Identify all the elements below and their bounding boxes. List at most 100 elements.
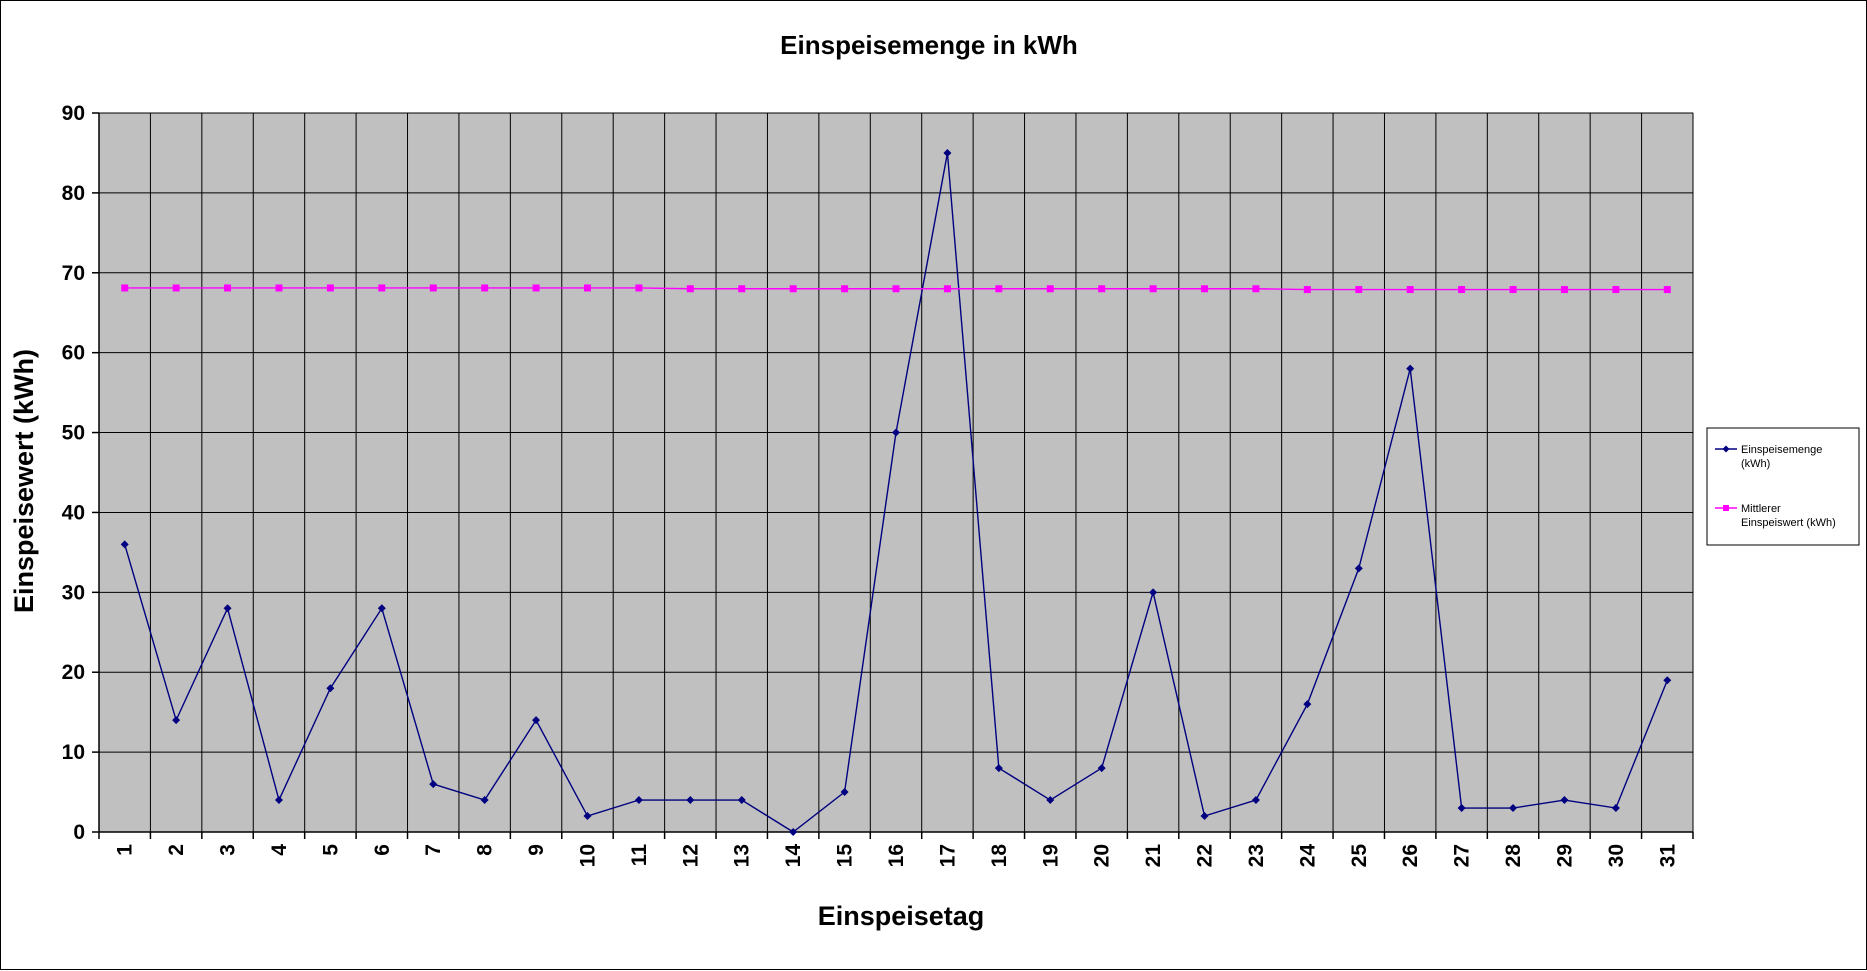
data-point (1149, 588, 1158, 597)
data-point (172, 716, 181, 725)
x-tick-label: 17 (936, 844, 959, 867)
data-point (943, 285, 951, 293)
data-point (892, 285, 900, 293)
x-tick-label: 11 (628, 844, 651, 867)
data-point (583, 284, 591, 292)
data-point (1560, 286, 1568, 294)
data-point (1046, 796, 1055, 805)
data-point (1251, 796, 1260, 805)
x-tick-label: 14 (782, 844, 805, 868)
x-tick-label: 12 (679, 844, 702, 867)
data-point (635, 284, 643, 292)
data-point (275, 284, 283, 292)
y-tick-label: 20 (62, 661, 85, 684)
legend-swatch-marker (1722, 445, 1730, 453)
data-point (1457, 804, 1466, 813)
data-point (737, 796, 746, 805)
data-point (223, 604, 232, 613)
data-point (274, 796, 283, 805)
data-point (120, 540, 129, 549)
data-point (686, 796, 695, 805)
data-point (686, 285, 694, 293)
x-tick-label: 2 (165, 844, 188, 856)
legend-swatch-marker (1723, 505, 1729, 511)
data-point (738, 285, 746, 293)
y-tick-label: 40 (62, 501, 85, 524)
data-point (840, 788, 849, 797)
data-point (995, 285, 1003, 293)
x-tick-label: 16 (885, 844, 908, 867)
x-tick-label: 8 (474, 844, 497, 856)
legend-label: Mittlerer (1741, 503, 1781, 515)
data-point (1201, 285, 1209, 293)
data-point (1355, 286, 1363, 294)
data-point (429, 780, 438, 789)
x-tick-label: 29 (1553, 844, 1576, 867)
legend-label: Einspeiswert (kWh) (1741, 517, 1836, 529)
data-point (224, 284, 232, 292)
data-point (789, 285, 797, 293)
data-point (1509, 286, 1517, 294)
data-point (121, 284, 129, 292)
data-point (892, 428, 900, 437)
x-tick-label: 22 (1194, 844, 1217, 867)
data-point (1406, 286, 1414, 294)
y-axis-title: Einspeisewert (kWh) (9, 349, 39, 613)
y-tick-label: 80 (62, 182, 85, 205)
data-point (429, 284, 437, 292)
y-tick-label: 60 (62, 342, 85, 365)
data-point (326, 684, 335, 693)
data-point (1509, 804, 1518, 813)
x-tick-label: 4 (268, 844, 291, 856)
legend-entry-2: Mittlerer Einspeiswert (kWh) (1715, 503, 1836, 529)
x-tick-label: 7 (422, 844, 445, 856)
data-point (1303, 700, 1312, 709)
data-point (172, 284, 180, 292)
x-tick-label: 13 (731, 844, 754, 867)
x-tick-label: 6 (371, 844, 394, 856)
x-tick-label: 9 (525, 844, 548, 856)
data-point (481, 284, 489, 292)
y-tick-label: 0 (73, 821, 85, 844)
data-point (634, 796, 643, 805)
y-tick-label: 10 (62, 741, 85, 764)
data-point (1354, 564, 1363, 573)
series-2 (121, 284, 1671, 294)
data-point (1663, 286, 1671, 294)
plot-area (98, 112, 1694, 833)
series-group (120, 148, 1672, 836)
y-tick-label: 90 (62, 102, 85, 125)
x-axis-ticks: 1 2 3 4 5 6 7 8 9 10 11 12 13 14 15 16 17 18 19 20 21 22 23 24 2… (98, 832, 1694, 868)
chart-title: Einspeisemenge in kWh (780, 30, 1078, 60)
x-tick-label: 15 (834, 844, 857, 868)
x-tick-label: 26 (1399, 844, 1422, 867)
data-point (1200, 812, 1209, 821)
data-point (1303, 286, 1311, 294)
x-tick-label: 24 (1296, 844, 1319, 868)
legend-box (1706, 427, 1860, 546)
data-point (1458, 286, 1466, 294)
data-point (583, 812, 592, 821)
x-axis-title: Einspeisetag (818, 901, 985, 931)
x-tick-label: 20 (1091, 844, 1114, 867)
data-point (1046, 285, 1054, 293)
x-tick-label: 3 (217, 844, 240, 856)
x-tick-label: 10 (576, 844, 599, 867)
legend-entry-1: Einspeisemenge (kWh) (1715, 444, 1822, 470)
data-point (1612, 286, 1620, 294)
data-point (1149, 285, 1157, 293)
legend-label: (kWh) (1741, 458, 1770, 470)
data-point (1097, 764, 1106, 773)
grid-lines (98, 112, 1694, 833)
data-point (841, 285, 849, 293)
data-point (1663, 676, 1672, 685)
x-tick-label: 25 (1348, 844, 1371, 868)
series-1 (120, 148, 1672, 836)
data-point (789, 828, 798, 836)
y-tick-label: 70 (62, 262, 85, 285)
data-point (1098, 285, 1106, 293)
data-point (480, 796, 489, 805)
x-tick-label: 21 (1142, 844, 1165, 868)
